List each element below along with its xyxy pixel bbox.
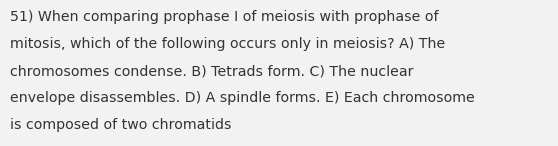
Text: 51) When comparing prophase I of meiosis with prophase of: 51) When comparing prophase I of meiosis…	[10, 10, 439, 24]
Text: chromosomes condense. B) Tetrads form. C) The nuclear: chromosomes condense. B) Tetrads form. C…	[10, 64, 413, 78]
Text: envelope disassembles. D) A spindle forms. E) Each chromosome: envelope disassembles. D) A spindle form…	[10, 91, 475, 105]
Text: is composed of two chromatids: is composed of two chromatids	[10, 118, 232, 132]
Text: mitosis, which of the following occurs only in meiosis? A) The: mitosis, which of the following occurs o…	[10, 37, 445, 51]
